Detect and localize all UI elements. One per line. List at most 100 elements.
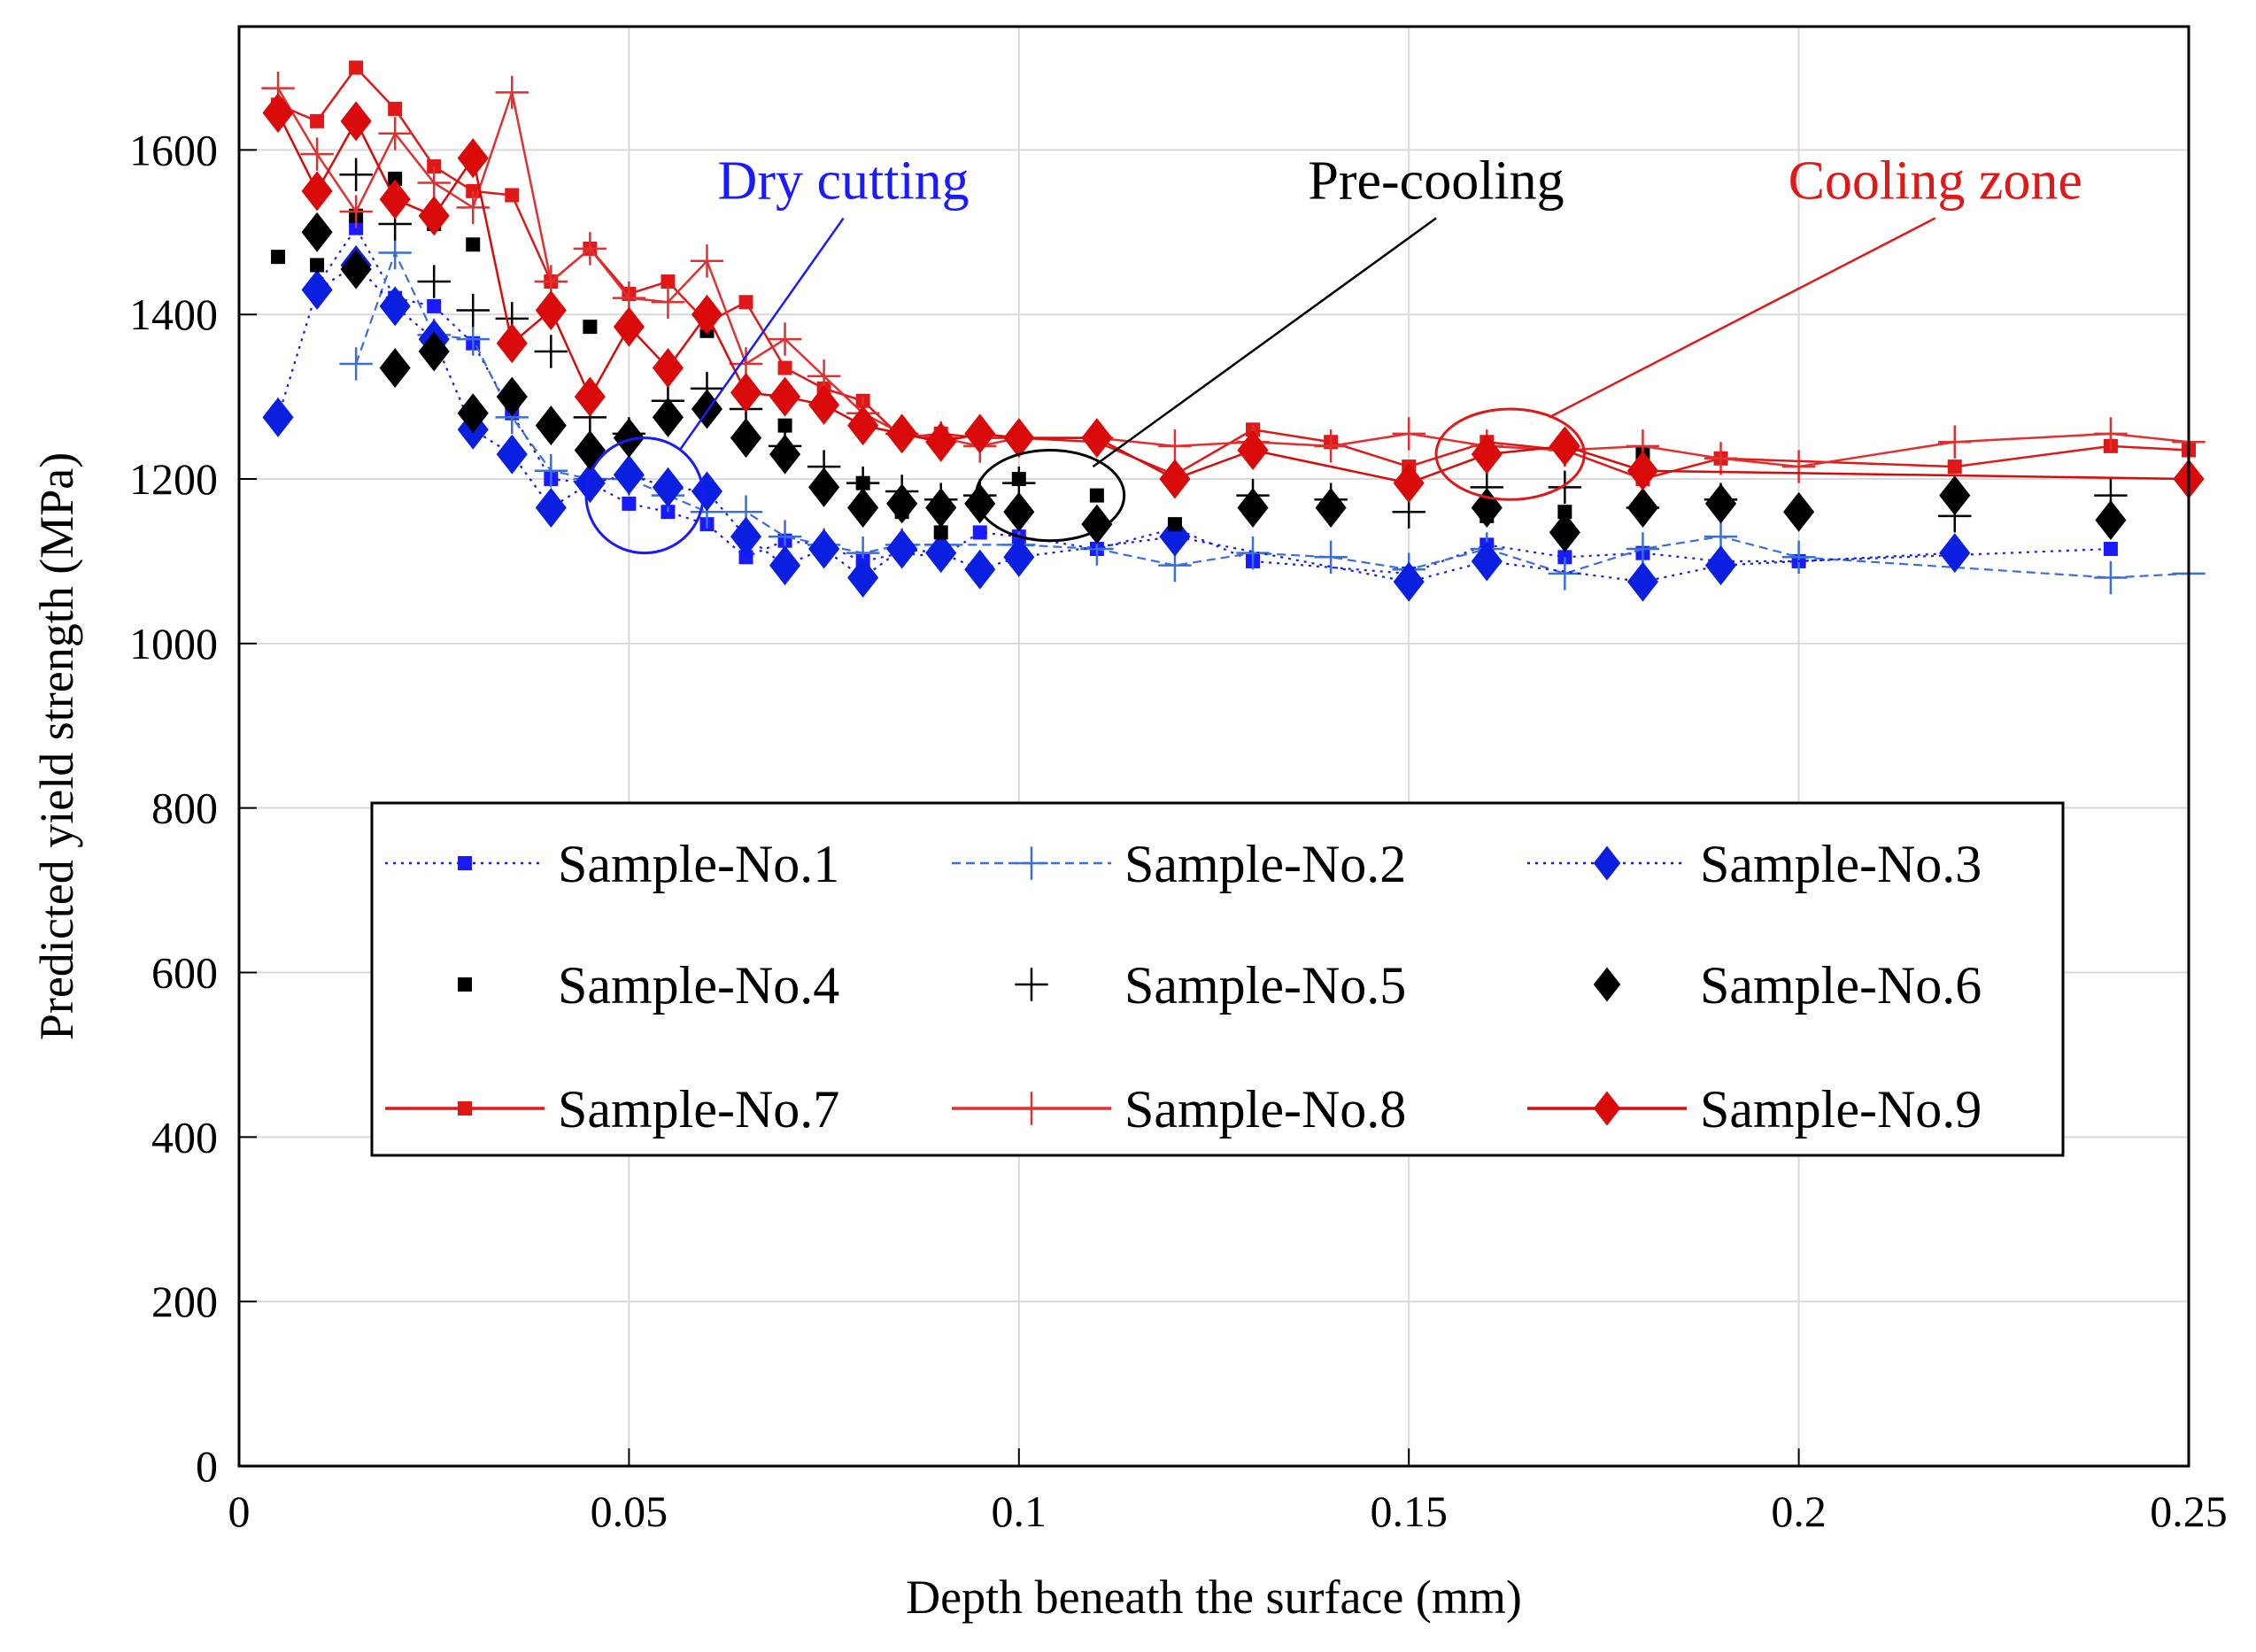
series-9	[262, 93, 2205, 504]
data-point	[339, 347, 373, 381]
data-point	[1626, 561, 1658, 602]
data-point	[505, 188, 520, 203]
data-point	[651, 285, 685, 319]
y-tick-label: 800	[151, 784, 218, 833]
data-point	[388, 101, 403, 116]
data-point	[1626, 451, 1658, 491]
y-axis-title: Predicted yield strength (MPa)	[30, 452, 83, 1040]
data-point	[925, 533, 957, 574]
data-point	[933, 525, 948, 540]
data-point	[262, 93, 294, 134]
legend-entry-2: Sample-No.2	[952, 835, 1406, 893]
y-tick-label: 1200	[129, 454, 218, 504]
legend-label: Sample-No.8	[1124, 1080, 1406, 1139]
data-point	[457, 393, 489, 434]
legend-entry-6: Sample-No.6	[1593, 956, 1982, 1015]
data-point	[1704, 483, 1737, 524]
annotation-ellipse	[1434, 407, 1586, 501]
data-point	[1003, 537, 1035, 577]
data-point	[457, 138, 489, 179]
data-point	[378, 235, 412, 270]
data-point	[1081, 418, 1113, 459]
data-point	[738, 295, 753, 310]
data-point	[622, 496, 637, 511]
data-point	[310, 113, 325, 128]
data-point	[886, 413, 918, 454]
series-layer	[261, 60, 2206, 602]
annotation-ellipse	[584, 436, 705, 555]
legend-label: Sample-No.1	[558, 835, 839, 893]
y-tick-label: 1000	[129, 619, 218, 668]
x-tick-label: 0	[228, 1486, 251, 1536]
data-point	[1557, 505, 1572, 520]
data-point	[1783, 491, 1815, 532]
data-point	[466, 237, 481, 252]
annotation: Dry cutting	[584, 151, 970, 555]
data-point	[652, 397, 684, 437]
data-point	[1159, 516, 1191, 557]
data-point	[340, 249, 372, 289]
annotation-leader	[678, 217, 845, 452]
series-3	[262, 244, 1971, 602]
data-point	[847, 405, 879, 446]
annotation: Pre-cooling	[974, 151, 1565, 543]
x-tick-label: 0.1	[992, 1486, 1047, 1536]
legend-entry-8: Sample-No.8	[952, 1080, 1406, 1139]
data-point	[1939, 475, 1971, 516]
x-axis-title: Depth beneath the surface (mm)	[906, 1571, 1522, 1624]
data-point	[777, 360, 792, 375]
data-point	[652, 467, 684, 507]
legend-box	[370, 801, 2065, 1157]
data-point	[1089, 488, 1104, 503]
series-line	[276, 112, 2190, 484]
data-point	[652, 348, 684, 389]
data-point	[730, 418, 762, 459]
data-point	[690, 244, 724, 278]
data-point	[574, 376, 606, 417]
data-point	[691, 294, 723, 335]
data-point	[1704, 442, 1738, 475]
data-point	[808, 467, 840, 507]
data-point	[1549, 512, 1580, 552]
y-tick-label: 200	[151, 1277, 218, 1326]
legend-marker	[1593, 845, 1621, 881]
legend-marker	[1015, 968, 1048, 1001]
data-point	[496, 434, 528, 475]
data-point	[661, 274, 676, 289]
annotation-label: Dry cutting	[718, 151, 970, 211]
data-point	[1947, 459, 1962, 475]
data-point	[1393, 561, 1425, 602]
legend-entry-4: Sample-No.4	[458, 956, 839, 1015]
data-point	[769, 545, 801, 586]
data-point	[808, 384, 840, 425]
data-point	[964, 483, 996, 524]
data-point	[2103, 542, 2118, 557]
data-point	[535, 488, 567, 529]
data-point	[1938, 425, 1972, 459]
data-point	[379, 286, 411, 327]
y-tick-label: 1400	[129, 289, 218, 339]
data-point	[769, 376, 801, 417]
legend-marker	[1015, 1092, 1048, 1125]
legend-label: Sample-No.7	[558, 1080, 839, 1139]
data-point	[925, 421, 957, 462]
data-point	[535, 405, 567, 446]
data-point	[573, 232, 607, 266]
data-point	[301, 171, 333, 212]
data-point	[1003, 418, 1035, 459]
data-point	[847, 488, 879, 529]
data-point	[1158, 429, 1192, 463]
data-point	[1159, 459, 1191, 499]
annotations-layer: Dry cutting Pre-cooling Cooling zone	[584, 151, 2082, 555]
legend-entry-9: Sample-No.9	[1527, 1080, 1982, 1139]
data-point	[2095, 499, 2127, 540]
data-point	[534, 335, 568, 368]
data-point	[378, 117, 412, 151]
legend-marker	[458, 856, 472, 870]
data-point	[691, 471, 723, 512]
data-point	[1314, 540, 1348, 574]
data-point	[417, 166, 451, 200]
data-point	[301, 269, 333, 310]
data-point	[534, 454, 568, 488]
